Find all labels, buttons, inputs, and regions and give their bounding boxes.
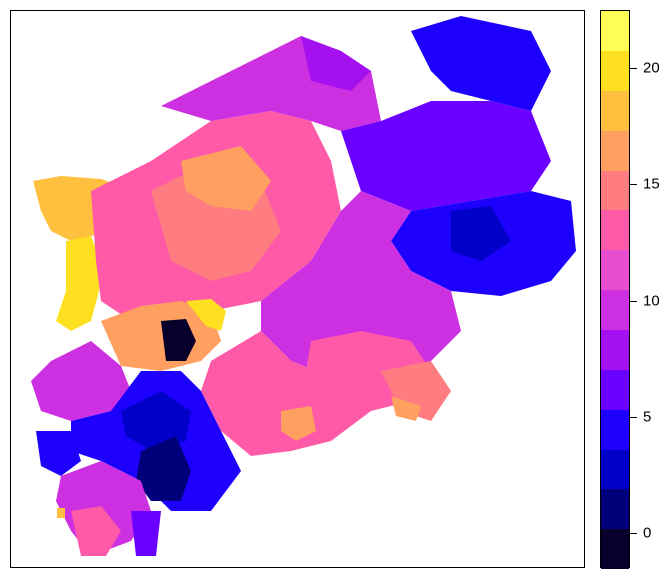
region (36, 431, 81, 476)
region (201, 331, 371, 456)
region (451, 206, 511, 261)
legend-band (601, 210, 629, 251)
legend-tick (630, 184, 637, 186)
legend-tick-label: 20 (643, 59, 660, 77)
state-regions (31, 16, 576, 556)
legend-band (601, 11, 629, 51)
map-panel (10, 10, 585, 568)
color-legend (600, 10, 630, 570)
region (181, 146, 271, 211)
legend-tick-label: 10 (643, 292, 660, 310)
legend-tick (630, 68, 637, 70)
region (71, 506, 121, 556)
region (261, 191, 461, 381)
region (161, 319, 196, 361)
legend-band (601, 529, 629, 570)
legend-tick (630, 416, 637, 418)
region (56, 236, 101, 331)
legend-tick-label: 5 (643, 408, 652, 426)
legend-band (601, 250, 629, 291)
region (101, 301, 221, 371)
legend-tick-label: 0 (643, 524, 652, 542)
choropleth-map (31, 16, 576, 556)
region (136, 436, 191, 501)
legend-band (601, 369, 629, 410)
region (186, 299, 226, 331)
region (121, 391, 191, 451)
region (411, 16, 551, 111)
legend-tick-label: 15 (643, 175, 660, 193)
legend-band (601, 449, 629, 490)
legend-tick (630, 533, 637, 535)
region (391, 396, 421, 421)
region (281, 406, 316, 441)
region (131, 511, 161, 556)
legend-band (601, 130, 629, 171)
legend-band (601, 50, 629, 91)
legend-band (601, 329, 629, 370)
region (31, 341, 131, 421)
legend-band (601, 290, 629, 330)
legend-tick (630, 300, 637, 302)
legend-band (601, 489, 629, 530)
region (57, 508, 65, 518)
legend-band (601, 170, 629, 211)
legend-band (601, 90, 629, 131)
legend-band (601, 409, 629, 450)
region (301, 36, 371, 91)
region (341, 101, 551, 211)
